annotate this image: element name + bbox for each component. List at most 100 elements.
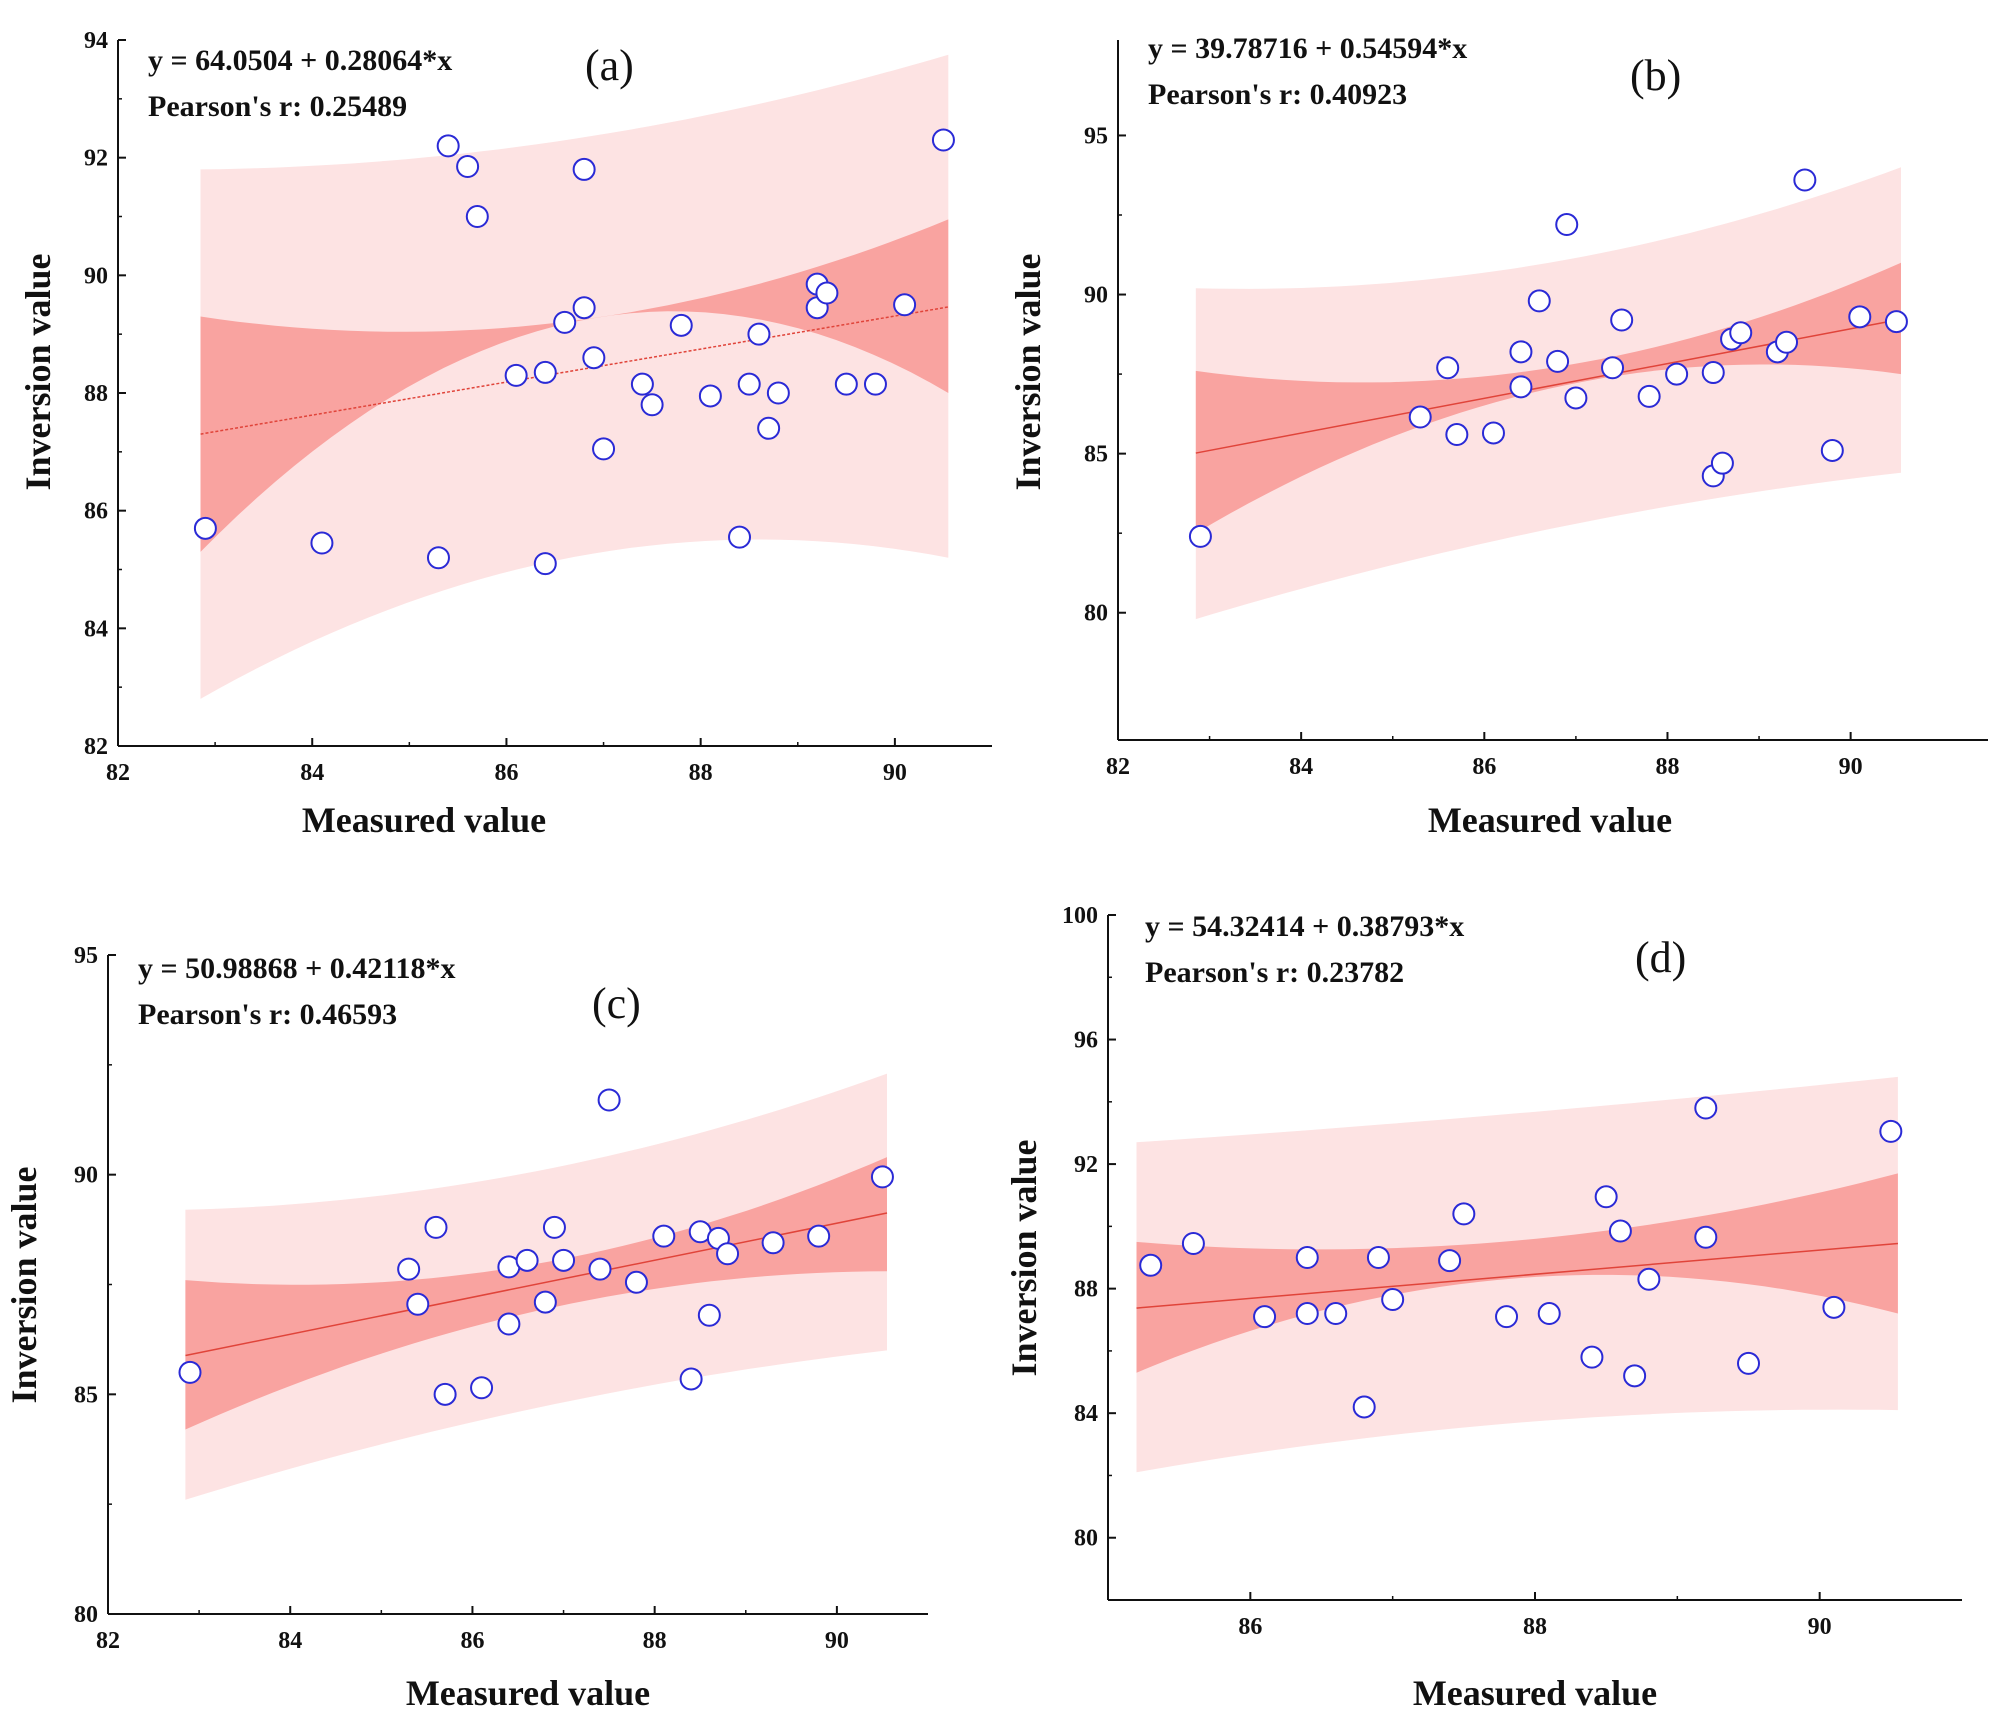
data-point xyxy=(1381,1288,1405,1312)
x-tick-label: 84 xyxy=(278,1628,302,1654)
data-point xyxy=(893,293,917,317)
data-point xyxy=(1139,1253,1163,1277)
data-point xyxy=(1580,1345,1604,1369)
data-point xyxy=(1537,1302,1561,1326)
data-point xyxy=(1408,405,1432,429)
data-point xyxy=(679,1367,703,1391)
data-point xyxy=(1555,213,1579,237)
chart-panel: 82 84 86 88 90 80 85 90 95 y = 50.98868 + 0.42118… xyxy=(4,943,928,1713)
data-point xyxy=(1527,289,1551,313)
x-tick-label: 82 xyxy=(1106,754,1130,780)
data-point xyxy=(1848,305,1872,329)
regression-equation: y = 54.32414 + 0.38793*x xyxy=(1145,910,1464,943)
data-point xyxy=(397,1257,421,1281)
data-point xyxy=(1694,1225,1718,1249)
data-point xyxy=(504,363,528,387)
data-point xyxy=(465,205,489,228)
data-point xyxy=(533,1290,557,1314)
data-point xyxy=(1445,423,1469,447)
data-point xyxy=(1295,1246,1319,1269)
data-point xyxy=(1775,330,1799,354)
data-point xyxy=(652,1224,676,1248)
y-axis-title: Inversion value xyxy=(4,1166,44,1403)
data-point xyxy=(1637,1267,1661,1291)
confidence-band xyxy=(1136,1173,1898,1373)
data-point xyxy=(1879,1119,1903,1143)
pearson-r: Pearson's r: 0.23782 xyxy=(1145,956,1404,989)
x-tick-label: 88 xyxy=(1523,1614,1547,1640)
x-tick-label: 84 xyxy=(1289,754,1313,780)
x-tick-label: 86 xyxy=(494,760,518,786)
data-point xyxy=(1366,1246,1390,1269)
data-point xyxy=(669,313,693,337)
data-point xyxy=(630,372,654,396)
prediction-band xyxy=(200,54,949,699)
x-tick-label: 90 xyxy=(1808,1614,1832,1640)
x-tick-label: 90 xyxy=(883,760,907,786)
data-point xyxy=(1181,1231,1205,1255)
data-point xyxy=(1438,1249,1462,1273)
data-point xyxy=(1665,362,1689,386)
x-tick-label: 86 xyxy=(1238,1614,1262,1640)
y-tick-label: 90 xyxy=(1084,283,1108,309)
data-point xyxy=(1608,1219,1632,1243)
data-point xyxy=(931,128,955,152)
data-point xyxy=(870,1165,894,1189)
panel-label: (b) xyxy=(1630,51,1681,100)
data-point xyxy=(815,281,839,305)
y-tick-label: 95 xyxy=(1084,123,1108,149)
regression-equation: y = 50.98868 + 0.42118*x xyxy=(138,952,456,985)
panels: 82 84 86 88 90 82 84 86 88 90 92 94 y = 64.0504 + 0.… xyxy=(4,28,1988,1713)
data-point xyxy=(1729,321,1753,345)
data-point xyxy=(863,372,887,396)
regression-equation: y = 64.0504 + 0.28064*x xyxy=(148,44,452,77)
data-point xyxy=(757,416,781,440)
y-tick-label: 85 xyxy=(1084,442,1108,468)
x-tick-label: 90 xyxy=(825,1628,849,1654)
regression-equation: y = 39.78716 + 0.54594*x xyxy=(1148,32,1467,65)
data-point xyxy=(1324,1302,1348,1326)
y-tick-label: 92 xyxy=(1074,1152,1098,1178)
x-tick-label: 82 xyxy=(96,1628,120,1654)
chart-panel: 86 88 90 80 84 88 92 96 100 y = 54.32414 + 0.3879… xyxy=(1004,903,1962,1713)
data-point xyxy=(470,1376,494,1400)
y-tick-label: 80 xyxy=(74,1602,98,1628)
data-point xyxy=(1509,340,1533,364)
data-point xyxy=(1546,349,1570,373)
data-point xyxy=(1637,384,1661,408)
y-tick-label: 90 xyxy=(84,263,108,289)
data-point xyxy=(456,154,480,178)
y-tick-label: 85 xyxy=(74,1382,98,1408)
data-point xyxy=(747,322,771,346)
data-point xyxy=(698,384,722,408)
data-point xyxy=(834,372,858,396)
data-point xyxy=(1701,361,1725,384)
panel-label: (d) xyxy=(1635,933,1686,982)
x-tick-label: 86 xyxy=(460,1628,484,1654)
x-tick-label: 88 xyxy=(1655,754,1679,780)
y-tick-label: 92 xyxy=(84,146,108,172)
pearson-r: Pearson's r: 0.25489 xyxy=(148,90,407,123)
y-tick-label: 82 xyxy=(84,734,108,760)
confidence-band xyxy=(200,219,949,552)
x-tick-label: 82 xyxy=(106,760,130,786)
data-point xyxy=(1436,356,1460,380)
data-point xyxy=(533,552,557,576)
y-tick-label: 84 xyxy=(84,616,108,642)
data-point xyxy=(1623,1364,1647,1388)
data-point xyxy=(572,157,596,181)
data-point xyxy=(424,1215,448,1239)
y-tick-label: 88 xyxy=(1074,1277,1098,1303)
data-point xyxy=(433,1382,457,1406)
data-point xyxy=(1601,356,1625,380)
confidence-band xyxy=(185,1157,887,1430)
data-point xyxy=(1564,386,1588,410)
data-point xyxy=(1188,524,1212,548)
data-point xyxy=(553,310,577,334)
pearson-r: Pearson's r: 0.40923 xyxy=(1148,78,1407,111)
x-tick-label: 88 xyxy=(643,1628,667,1654)
x-tick-label: 88 xyxy=(689,760,713,786)
data-point xyxy=(1820,438,1844,462)
y-tick-label: 90 xyxy=(74,1163,98,1189)
